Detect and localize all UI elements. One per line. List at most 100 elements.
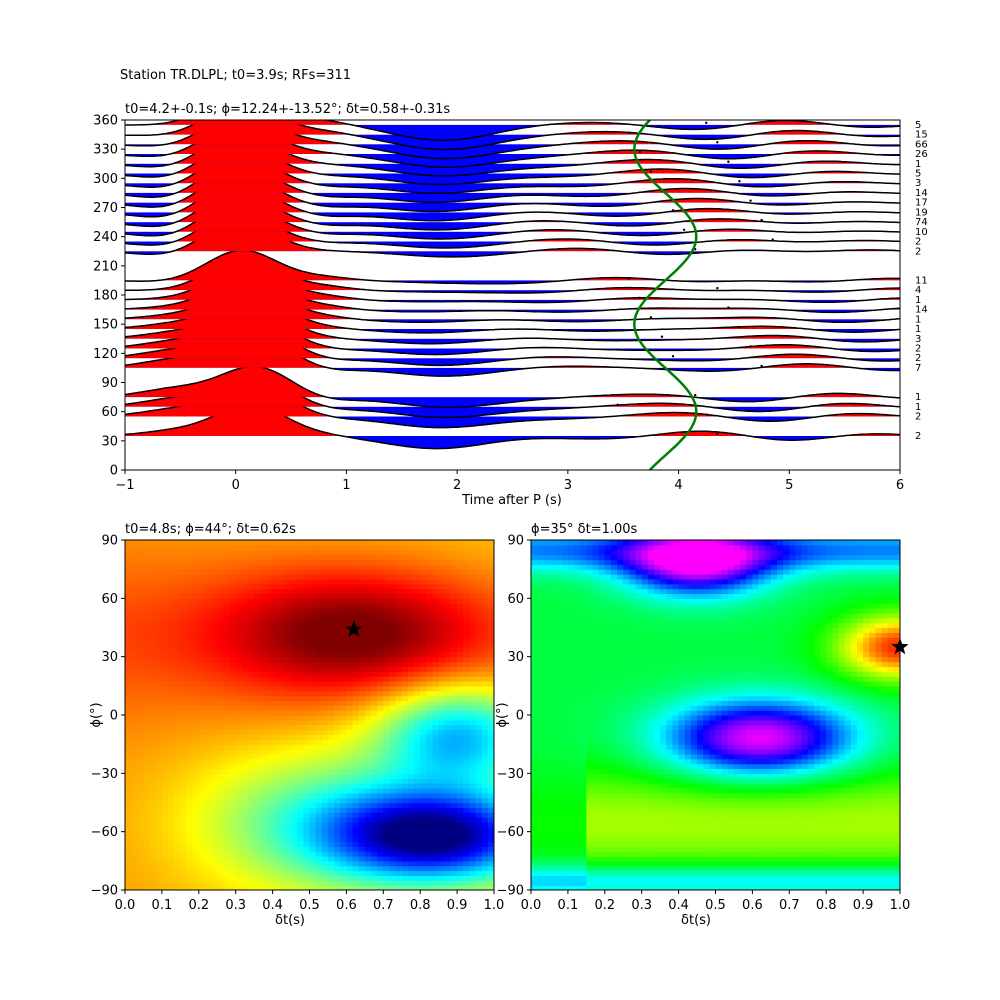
heatmap-cell [426,826,434,833]
heatmap-cell [334,578,341,585]
heatmap-cell [260,875,268,881]
heatmap-cell [254,778,261,784]
heatmap-cell [463,564,470,570]
heatmap-cell [284,734,292,740]
heatmap-cell [303,875,311,881]
heatmap-cell [438,603,446,609]
heatmap-cell [438,783,446,789]
heatmap-cell [469,729,477,736]
heatmap-cell [481,705,489,711]
heatmap-cell [241,797,249,804]
heatmap-cell [334,855,341,862]
heatmap-cell [543,612,551,619]
heatmap-cell [137,753,145,760]
heatmap-cell [487,812,494,818]
heatmap-cell [192,778,200,784]
heatmap-cell [475,821,483,828]
heatmap-cell [377,695,384,702]
heatmap-cell [284,817,292,823]
heatmap-cell [241,612,249,619]
heatmap-cell [161,656,169,663]
heatmap-cell [321,559,329,565]
heatmap-cell [414,758,421,765]
heatmap-cell [432,812,440,818]
heatmap-cell [161,588,169,595]
heatmap-cell [266,617,274,624]
heatmap-cell [248,695,255,702]
heatmap-cell [463,792,470,799]
heatmap-cell [204,821,212,828]
heatmap-cell [143,617,151,624]
heatmap-cell [401,569,409,575]
heatmap-cell [475,729,483,736]
heatmap-cell [321,860,329,867]
heatmap-cell [155,841,163,847]
heatmap-cell [334,598,341,604]
y-tick-label: −30 [91,767,118,782]
heatmap-cell [549,588,557,595]
heatmap-cell [420,666,427,672]
heatmap-cell [401,627,409,633]
heatmap-cell [155,783,163,789]
heatmap-cell [315,846,323,852]
heatmap-cell [383,574,391,580]
heatmap-cell [346,734,354,740]
heatmap-cell [444,593,452,599]
heatmap-cell [543,680,551,687]
heatmap-cell [217,763,224,770]
heatmap-cell [475,826,483,833]
heatmap-cell [543,797,551,804]
heatmap-cell [315,603,323,609]
heatmap-cell [254,724,261,731]
heatmap-cell [377,661,384,667]
heatmap-cell [414,559,421,565]
heatmap-cell [377,870,384,877]
heatmap-cell [180,666,188,672]
heatmap-cell [457,685,464,692]
heatmap-cell [457,671,464,677]
heatmap-cell [364,554,372,561]
heatmap-cell [487,583,494,590]
heatmap-cell [327,598,335,604]
heatmap-cell [531,787,538,794]
heatmap-cell [223,603,231,609]
heatmap-cell [469,612,477,619]
heatmap-cell [309,661,317,667]
heatmap-cell [266,544,274,551]
heatmap-cell [321,826,329,833]
heatmap-cell [352,744,360,750]
heatmap-cell [549,549,557,556]
heatmap-cell [229,729,237,736]
heatmap-cell [309,540,317,546]
heatmap-cell [481,797,489,804]
heatmap-cell [309,841,317,847]
heatmap-cell [475,554,483,561]
heatmap-cell [254,603,261,609]
heatmap-cell [137,690,145,697]
heatmap-cell [531,617,538,624]
heatmap-cell [125,860,132,867]
heatmap-cell [309,744,317,750]
heatmap-cell [198,792,206,799]
heatmap-cell [125,651,132,658]
heatmap-cell [414,700,421,706]
heatmap-cell [531,875,538,881]
heatmap-cell [371,598,378,604]
heatmap-cell [229,841,237,847]
heatmap-cell [383,821,391,828]
heatmap-cell [377,700,384,706]
heatmap-cell [469,870,477,877]
trace-count-label: 11 [915,275,928,286]
heatmap-cell [303,836,311,842]
heatmap-cell [389,807,397,813]
heatmap-cell [180,734,188,740]
heatmap-cell [254,574,261,580]
heatmap-cell [334,865,341,872]
heatmap-cell [297,841,304,847]
heatmap-cell [297,574,304,580]
heatmap-cell [297,773,304,779]
heatmap-cell [352,695,360,702]
heatmap-cell [131,787,138,794]
heatmap-cell [131,778,138,784]
heatmap-cell [125,646,132,653]
